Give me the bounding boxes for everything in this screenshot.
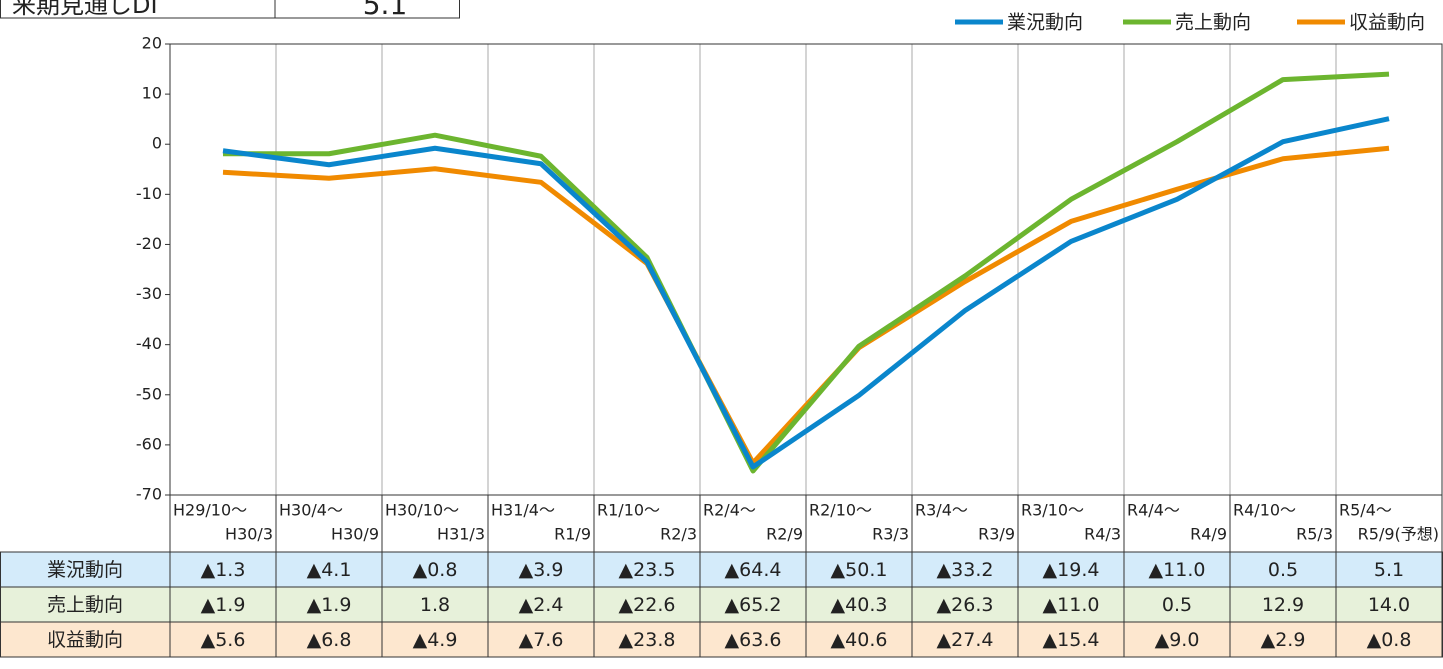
legend-label: 業況動向 — [1007, 12, 1083, 34]
table-cell: ▲23.8 — [619, 629, 676, 651]
table-cell: 0.5 — [1162, 594, 1192, 616]
x-tick-label: H31/4～ — [491, 501, 555, 520]
x-tick-label: R2/3 — [660, 525, 697, 544]
x-tick-label: R3/3 — [872, 525, 909, 544]
y-tick-label: -40 — [136, 334, 162, 353]
table-cell: ▲2.9 — [1261, 629, 1306, 651]
x-tick-label: R3/10～ — [1021, 501, 1084, 520]
table-cell: 12.9 — [1262, 594, 1304, 616]
table-cell: ▲22.6 — [619, 594, 676, 616]
x-tick-label: H30/9 — [331, 525, 379, 544]
table-cell: ▲15.4 — [1043, 629, 1100, 651]
table-cell: 1.8 — [420, 594, 450, 616]
table-row — [0, 621, 1443, 658]
x-tick-label: R5/4～ — [1339, 501, 1392, 520]
y-tick-label: -20 — [136, 234, 162, 253]
table-cell: ▲26.3 — [937, 594, 994, 616]
x-tick-label: R2/4～ — [703, 501, 756, 520]
table-cell: ▲11.0 — [1043, 594, 1100, 616]
table-cell: ▲1.9 — [201, 594, 246, 616]
forecast-label: 来期見通しDI — [12, 0, 158, 19]
table-cell: ▲63.6 — [725, 629, 782, 651]
table-cell: ▲11.0 — [1149, 559, 1206, 581]
y-tick-label: -50 — [136, 384, 162, 403]
x-tick-label: R3/4～ — [915, 501, 968, 520]
row-header: 売上動向 — [47, 594, 123, 616]
x-tick-label: R4/3 — [1084, 525, 1121, 544]
y-tick-label: -30 — [136, 284, 162, 303]
table-cell: 0.5 — [1268, 559, 1298, 581]
plot-frame — [169, 43, 1443, 496]
series-line — [222, 116, 1390, 470]
y-tick-label: 0 — [152, 134, 162, 153]
forecast-box — [0, 0, 460, 19]
x-tick-label: H29/10～ — [173, 501, 247, 520]
table-cell: ▲1.3 — [201, 559, 246, 581]
table-cell: ▲65.2 — [725, 594, 782, 616]
x-tick-label: R5/3 — [1296, 525, 1333, 544]
table-cell: ▲40.6 — [831, 629, 888, 651]
row-header: 業況動向 — [47, 559, 123, 581]
x-tick-label: R4/9 — [1190, 525, 1227, 544]
y-tick-label: 10 — [142, 84, 162, 103]
table-cell: ▲64.4 — [725, 559, 782, 581]
table-cell: ▲4.9 — [413, 629, 458, 651]
x-tick-label: H30/10～ — [385, 501, 459, 520]
y-tick-label: -60 — [136, 434, 162, 453]
table-cell: 14.0 — [1368, 594, 1410, 616]
table-cell: ▲5.6 — [201, 629, 246, 651]
table-cell: ▲3.9 — [519, 559, 564, 581]
y-tick-label: 20 — [142, 34, 162, 53]
x-tick-label: R4/10～ — [1233, 501, 1296, 520]
table-cell: ▲7.6 — [519, 629, 564, 651]
x-tick-label: R2/10～ — [809, 501, 872, 520]
legend-label: 売上動向 — [1175, 12, 1251, 34]
series-line — [223, 71, 1390, 474]
x-tick-label: R4/4～ — [1127, 501, 1180, 520]
x-tick-label: R1/10～ — [597, 501, 660, 520]
table-cell: ▲0.8 — [1367, 629, 1412, 651]
row-header: 収益動向 — [47, 629, 123, 651]
x-tick-label: H31/3 — [437, 525, 485, 544]
table-cell: ▲6.8 — [307, 629, 352, 651]
x-tick-label: R2/9 — [766, 525, 803, 544]
x-tick-label: H30/4～ — [279, 501, 343, 520]
table-cell: ▲2.4 — [519, 594, 564, 616]
x-tick-label: R3/9 — [978, 525, 1015, 544]
forecast-value: 5.1 — [363, 0, 408, 21]
table-cell: ▲0.8 — [413, 559, 458, 581]
x-tick-label: R1/9 — [554, 525, 591, 544]
x-tick-label: H30/3 — [225, 525, 273, 544]
x-tick-label: R5/9(予想) — [1358, 525, 1439, 544]
table-cell: ▲33.2 — [937, 559, 994, 581]
table-cell: ▲9.0 — [1155, 629, 1200, 651]
table-cell: ▲40.3 — [831, 594, 888, 616]
y-tick-label: -70 — [136, 485, 162, 504]
legend-label: 収益動向 — [1349, 12, 1425, 34]
table-cell: ▲27.4 — [937, 629, 994, 651]
table-cell: ▲50.1 — [831, 559, 888, 581]
table-cell: ▲4.1 — [307, 559, 352, 581]
table-cell: ▲1.9 — [307, 594, 352, 616]
table-row — [0, 551, 1443, 588]
table-cell: ▲23.5 — [619, 559, 676, 581]
table-cell: ▲19.4 — [1043, 559, 1100, 581]
table-cell: 5.1 — [1374, 559, 1404, 581]
y-tick-label: -10 — [136, 184, 162, 203]
